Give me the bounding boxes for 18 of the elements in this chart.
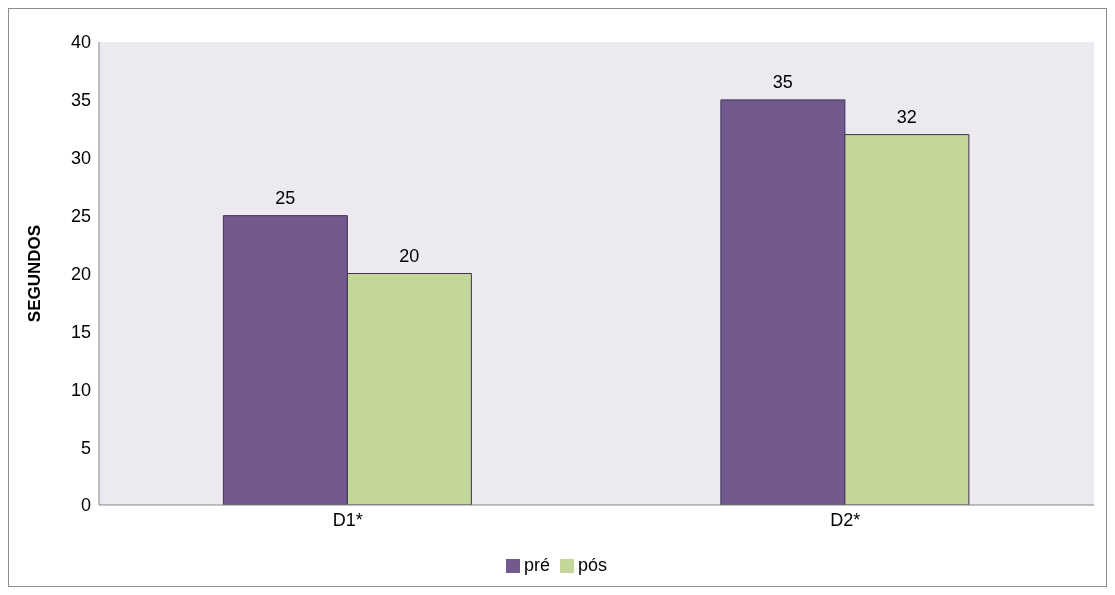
y-tick-label: 5 xyxy=(80,437,91,458)
y-tick-label: 20 xyxy=(70,263,91,284)
y-tick-label: 15 xyxy=(70,321,91,342)
y-tick-label: 10 xyxy=(70,379,91,400)
y-tick-label: 0 xyxy=(80,495,91,516)
data-label: 35 xyxy=(772,71,793,92)
data-label: 20 xyxy=(399,245,420,266)
legend-label: pré xyxy=(523,555,550,575)
y-tick-label: 40 xyxy=(70,32,91,53)
y-tick-label: 25 xyxy=(70,206,91,227)
y-tick-label: 35 xyxy=(70,90,91,111)
x-tick-label: D2* xyxy=(830,509,861,530)
data-label: 25 xyxy=(275,187,296,208)
y-axis-title: SEGUNDOS xyxy=(25,224,45,323)
x-tick-label: D1* xyxy=(332,509,363,530)
data-label: 32 xyxy=(896,106,917,127)
y-tick-label: 30 xyxy=(70,148,91,169)
legend-label: pós xyxy=(577,555,608,575)
